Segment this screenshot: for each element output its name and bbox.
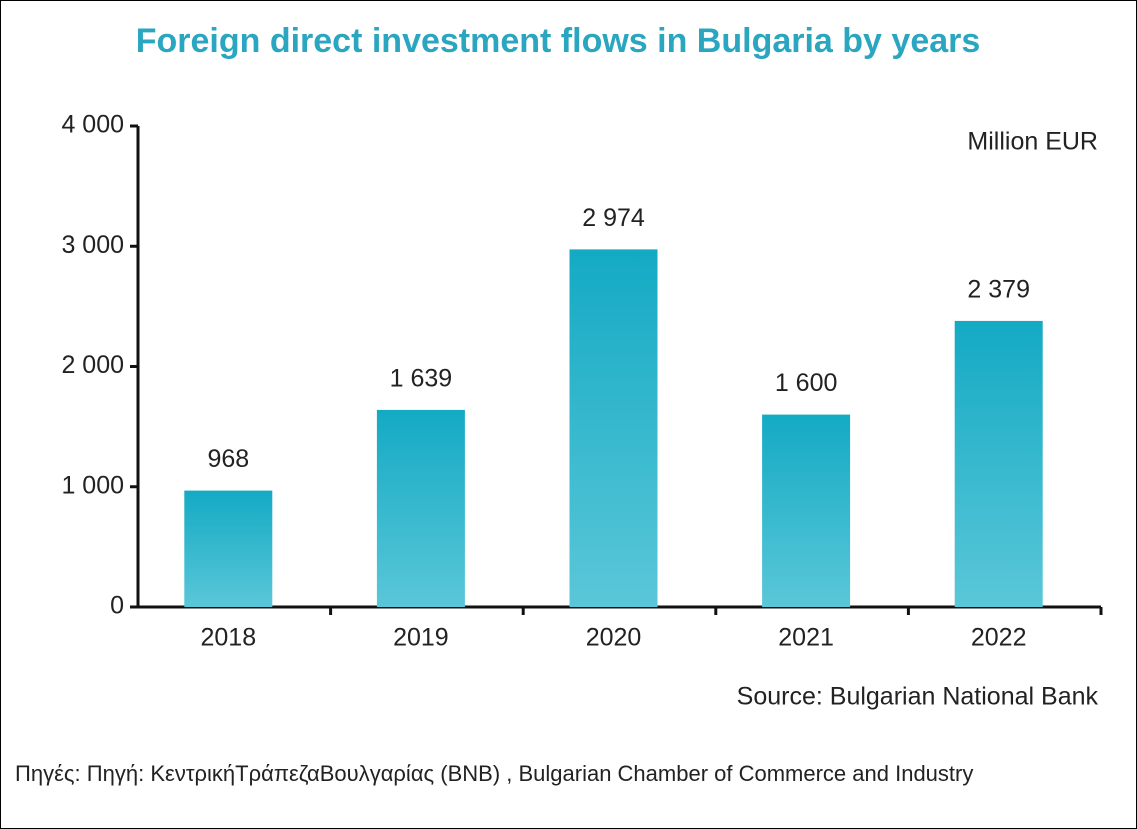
source: Source: Bulgarian National Bank — [737, 683, 1099, 711]
bar — [954, 320, 1043, 607]
bar — [184, 490, 273, 607]
value-label: 2 974 — [582, 204, 645, 232]
value-label: 968 — [207, 445, 249, 473]
y-tick-label: 0 — [110, 592, 124, 620]
x-tick-label: 2020 — [586, 624, 642, 652]
unit-label: Million EUR — [967, 128, 1098, 156]
footer: Πηγές: Πηγή: ΚεντρικήΤράπεζαΒουλγαρίας (… — [15, 761, 974, 786]
value-label: 1 600 — [775, 369, 838, 397]
y-tick-label: 4 000 — [61, 111, 124, 139]
bar — [376, 409, 465, 607]
y-tick-label: 3 000 — [61, 231, 124, 259]
chart-title: Foreign direct investment flows in Bulga… — [136, 22, 981, 60]
value-label: 1 639 — [390, 365, 453, 393]
bar — [569, 249, 658, 607]
x-tick-label: 2021 — [778, 624, 834, 652]
y-tick-label: 2 000 — [61, 351, 124, 379]
x-tick-label: 2018 — [200, 624, 256, 652]
y-tick-label: 1 000 — [61, 471, 124, 499]
bar — [762, 414, 851, 607]
x-tick-label: 2022 — [971, 624, 1027, 652]
value-label: 2 379 — [967, 276, 1030, 304]
x-tick-label: 2019 — [393, 624, 449, 652]
chart: Foreign direct investment flows in Bulga… — [61, 22, 1103, 711]
